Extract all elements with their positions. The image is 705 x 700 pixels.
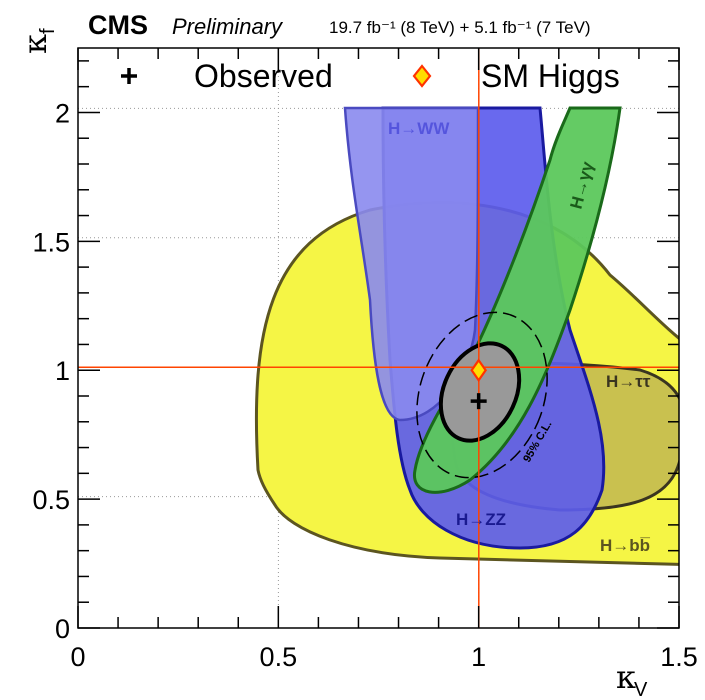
x-tick-label: 0.5 <box>260 642 298 672</box>
label-hww: H→WW <box>388 119 450 138</box>
label-hbb: H→bb̅ <box>600 536 650 555</box>
label-htautau: H→ττ <box>606 372 651 391</box>
y-tick-label: 0.5 <box>32 485 70 515</box>
y-axis-label-sub: f <box>37 28 59 34</box>
y-tick-label: 0 <box>55 614 70 644</box>
hww-contour <box>343 106 480 422</box>
plot-area: H→WW H→γγ H→ττ H→ZZ H→bb̅ 95% C.L. <box>78 48 679 628</box>
sm-higgs-marker-shape <box>470 358 488 383</box>
observed-marker <box>470 393 487 410</box>
x-axis-label: κ V <box>616 658 648 700</box>
legend-observed-marker <box>121 68 137 84</box>
x-axis-label-symbol: κ <box>616 658 636 696</box>
y-tick-label: 2 <box>55 98 70 128</box>
axis-ticks: 0 0.5 1 1.5 0 0.5 1 1.5 2 <box>32 48 698 672</box>
legend-observed-label: Observed <box>194 58 333 94</box>
sm-higgs-marker <box>470 358 488 383</box>
legend-sm-label: SM Higgs <box>481 58 620 94</box>
y-axis-label-symbol: κ <box>16 34 54 54</box>
cms-label: CMS <box>88 10 148 40</box>
luminosity-label: 19.7 fb⁻¹ (8 TeV) + 5.1 fb⁻¹ (7 TeV) <box>329 18 591 37</box>
x-axis-label-sub: V <box>634 679 648 700</box>
y-tick-label: 1.5 <box>32 227 70 257</box>
legend: Observed SM Higgs <box>121 58 620 94</box>
x-tick-label: 1 <box>471 642 486 672</box>
y-tick-label: 1 <box>55 356 70 386</box>
y-axis-label: κ f <box>16 28 59 54</box>
plot-frame <box>77 47 680 629</box>
x-tick-label: 0 <box>70 642 85 672</box>
combined-95cl <box>416 311 548 479</box>
x-tick-label: 1.5 <box>660 642 698 672</box>
label-hzz: H→ZZ <box>456 510 506 529</box>
legend-sm-marker <box>412 64 432 88</box>
preliminary-label: Preliminary <box>172 14 284 39</box>
